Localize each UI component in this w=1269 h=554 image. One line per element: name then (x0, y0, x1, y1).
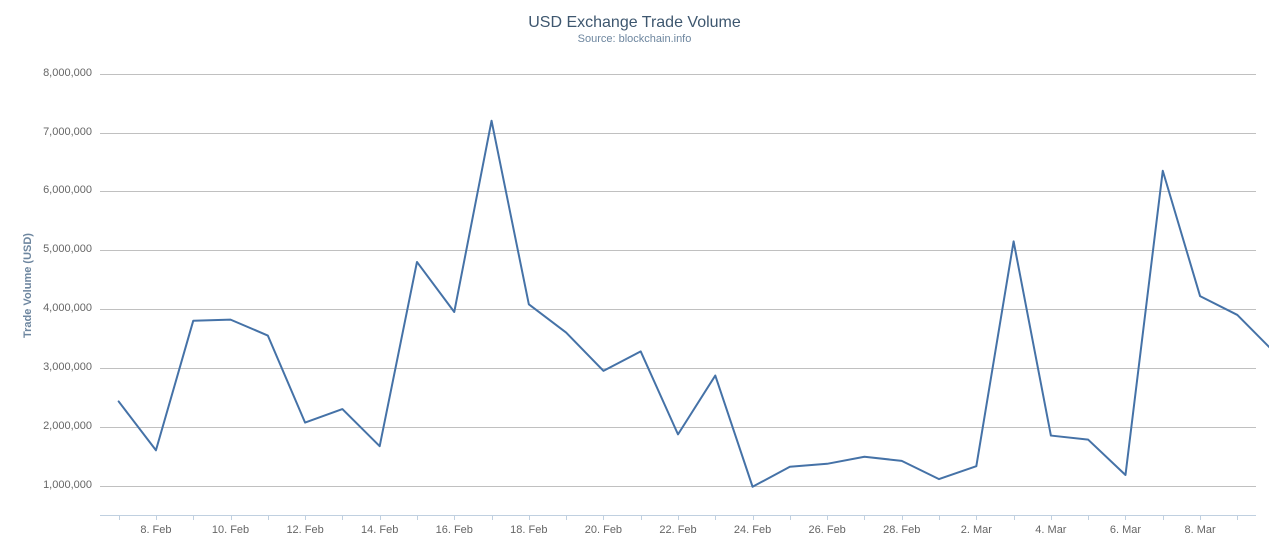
y-tick-label: 3,000,000 (43, 361, 92, 373)
data-line (119, 121, 1269, 487)
x-tick-label: 8. Feb (140, 524, 171, 536)
y-tick-label: 2,000,000 (43, 420, 92, 432)
x-tick-label: 6. Mar (1110, 524, 1141, 536)
chart-container: USD Exchange Trade Volume Source: blockc… (0, 0, 1269, 554)
x-tick-label: 18. Feb (510, 524, 547, 536)
x-tick-label: 24. Feb (734, 524, 771, 536)
y-tick-label: 1,000,000 (43, 479, 92, 491)
chart-subtitle: Source: blockchain.info (0, 33, 1269, 45)
x-tick-label: 14. Feb (361, 524, 398, 536)
x-tick-label: 4. Mar (1035, 524, 1066, 536)
y-axis-title: Trade Volume (USD) (22, 56, 34, 515)
y-tick-label: 4,000,000 (43, 302, 92, 314)
chart-svg (0, 0, 1269, 554)
y-tick-label: 7,000,000 (43, 126, 92, 138)
x-tick-label: 12. Feb (286, 524, 323, 536)
x-tick-label: 16. Feb (436, 524, 473, 536)
x-tick-label: 10. Feb (212, 524, 249, 536)
x-tick-label: 8. Mar (1184, 524, 1215, 536)
x-tick-label: 2. Mar (961, 524, 992, 536)
x-tick-label: 26. Feb (809, 524, 846, 536)
y-tick-label: 6,000,000 (43, 184, 92, 196)
y-tick-label: 5,000,000 (43, 243, 92, 255)
y-tick-label: 8,000,000 (43, 67, 92, 79)
x-tick-label: 28. Feb (883, 524, 920, 536)
x-tick-label: 22. Feb (659, 524, 696, 536)
chart-title: USD Exchange Trade Volume (0, 14, 1269, 32)
x-tick-label: 20. Feb (585, 524, 622, 536)
